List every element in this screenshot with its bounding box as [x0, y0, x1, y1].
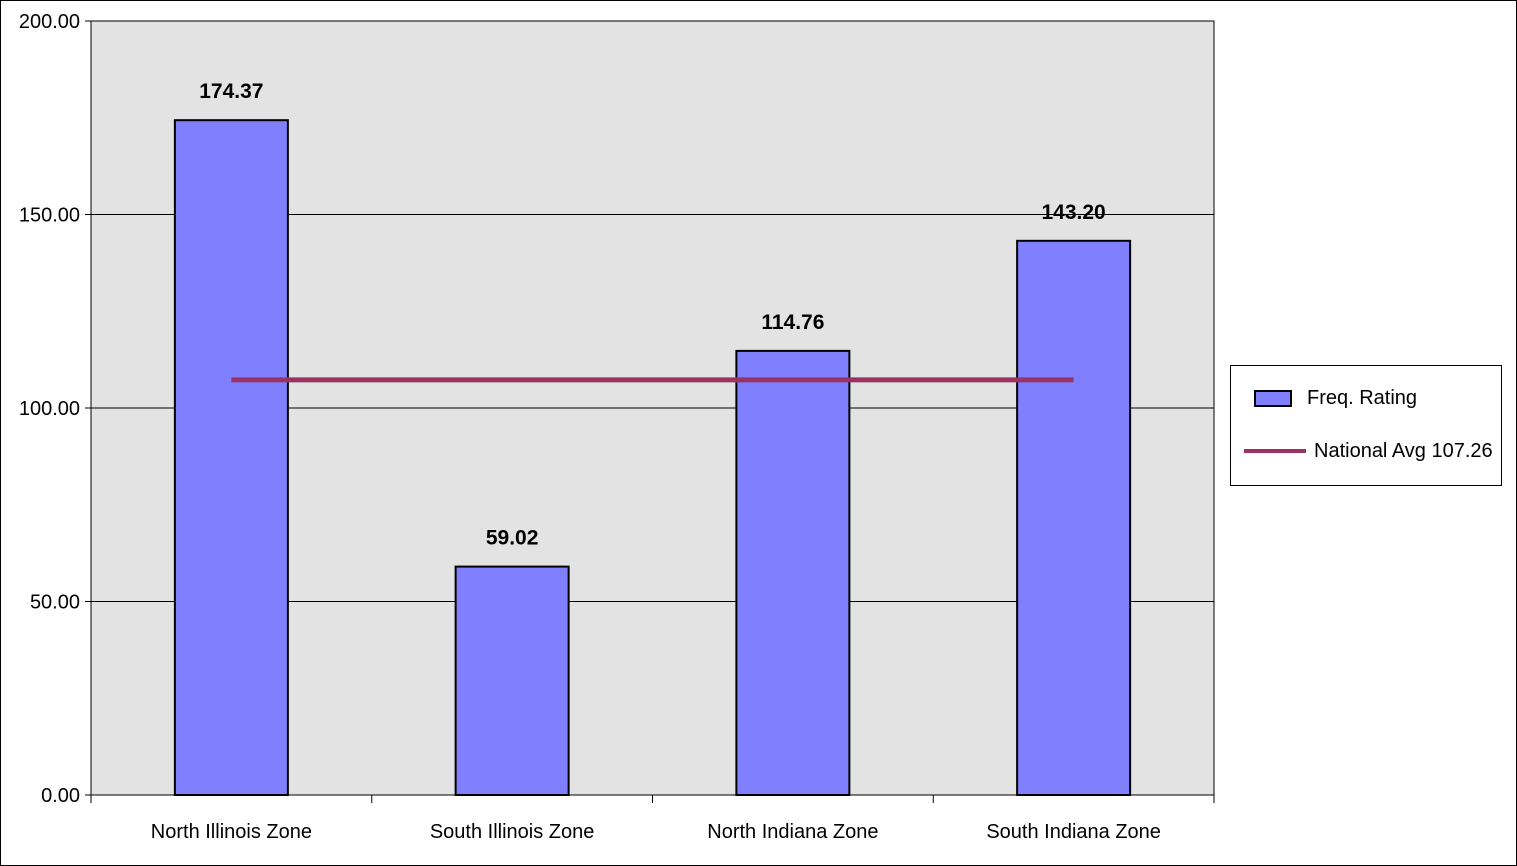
y-tick-label: 100.00 — [19, 398, 80, 420]
y-tick-label: 50.00 — [30, 592, 80, 614]
y-tick-label: 200.00 — [19, 11, 80, 33]
legend-label-line: National Avg 107.26 — [1314, 439, 1493, 462]
data-label: 174.37 — [199, 80, 263, 103]
y-tick-label: 0.00 — [41, 785, 80, 807]
legend-item-line: National Avg 107.26 — [1231, 436, 1493, 466]
data-label: 143.20 — [1042, 201, 1106, 224]
legend-item-bar: Freq. Rating — [1231, 383, 1417, 413]
bar — [735, 349, 851, 796]
x-tick-label: South Indiana Zone — [986, 821, 1161, 843]
legend-swatch-bar — [1254, 389, 1292, 407]
x-tick-label: North Indiana Zone — [707, 821, 878, 843]
bar — [173, 119, 289, 796]
bar — [1016, 239, 1132, 797]
bar — [454, 565, 570, 796]
data-label: 59.02 — [486, 527, 539, 550]
x-tick-label: South Illinois Zone — [430, 821, 595, 843]
legend: Freq. Rating National Avg 107.26 — [1230, 365, 1502, 486]
legend-swatch-line — [1244, 449, 1306, 453]
y-tick-label: 150.00 — [19, 205, 80, 227]
x-tick-label: North Illinois Zone — [151, 821, 312, 843]
data-label: 114.76 — [761, 311, 824, 334]
legend-label-bar: Freq. Rating — [1307, 386, 1418, 409]
